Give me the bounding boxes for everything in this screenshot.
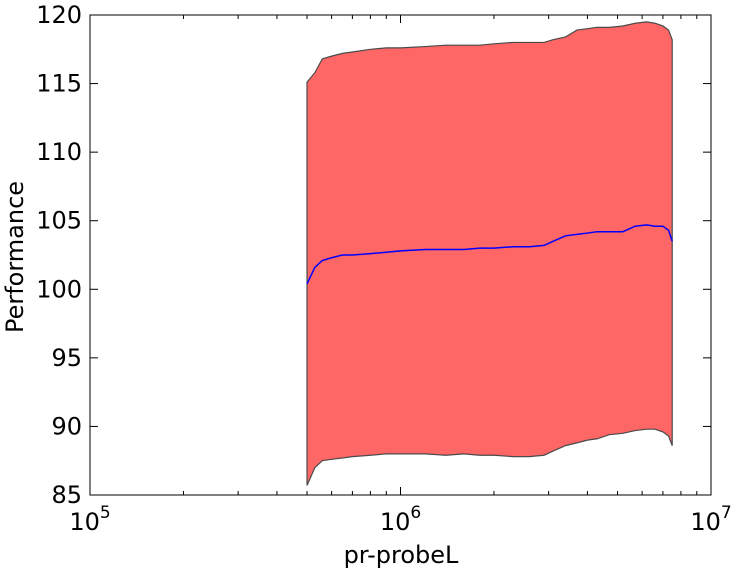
band-layer xyxy=(306,21,673,486)
tick-layer xyxy=(89,14,712,496)
y-tick-label: 85 xyxy=(51,481,82,509)
y-tick-label: 115 xyxy=(36,70,82,98)
x-tick-label: 106 xyxy=(380,503,421,536)
y-tick-label: 120 xyxy=(36,1,82,29)
y-tick-label: 90 xyxy=(51,412,82,440)
mean-line xyxy=(306,224,673,285)
y-tick-label: 105 xyxy=(36,207,82,235)
x-tick-label: 105 xyxy=(69,503,110,536)
x-tick-label: 107 xyxy=(690,503,731,536)
x-axis-label: pr-probeL xyxy=(344,541,459,569)
y-tick-label: 100 xyxy=(36,275,82,303)
confidence-band xyxy=(306,21,673,486)
y-tick-label: 95 xyxy=(51,344,82,372)
line-layer xyxy=(306,224,673,285)
y-tick-label: 110 xyxy=(36,138,82,166)
tick-label-layer: 85 90 95 100 105 110 115 120 105 106 107 xyxy=(36,1,732,536)
y-axis-label: Performance xyxy=(1,181,29,333)
